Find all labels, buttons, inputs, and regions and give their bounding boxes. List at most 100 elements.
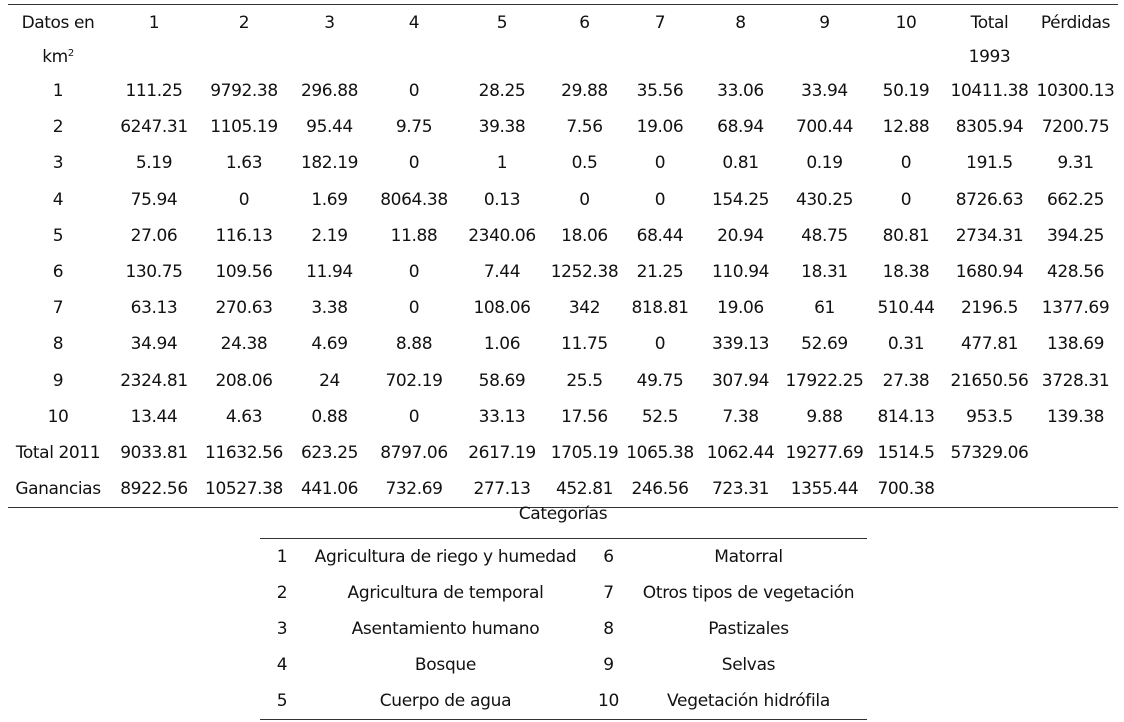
legend-row: 1 Agricultura de riego y humedad 6 Matorral xyxy=(260,539,867,576)
table-cell: 662.25 xyxy=(1046,189,1105,210)
table-cell: 4.69 xyxy=(311,334,348,355)
table-cell: 10300.13 xyxy=(1036,81,1115,102)
col-header: 10 xyxy=(866,4,946,41)
table-cell: 428.56 xyxy=(1046,262,1105,283)
category-name: Agricultura de temporal xyxy=(347,583,544,603)
table-cell: 109.56 xyxy=(215,262,273,283)
total-1993-header: Total xyxy=(946,4,1033,41)
table-cell: 19.06 xyxy=(636,117,684,138)
table-cell: 700.44 xyxy=(795,117,854,138)
table-cell: 623.25 xyxy=(300,442,359,463)
table-cell xyxy=(1033,471,1118,509)
category-name: Matorral xyxy=(714,547,783,567)
table-cell: 0 xyxy=(408,406,420,427)
row-label: 2 xyxy=(52,117,64,138)
table-cell: 24 xyxy=(319,370,340,391)
table-cell: 49.75 xyxy=(636,370,684,391)
table-cell: 818.81 xyxy=(631,298,689,319)
table-cell: 110.94 xyxy=(711,262,770,283)
table-cell: 5.19 xyxy=(135,153,173,174)
table-cell: 9.88 xyxy=(806,406,843,427)
table-cell: 24.38 xyxy=(220,334,268,355)
col-header: 8 xyxy=(698,4,783,41)
legend-row: 3 Asentamiento humano 8 Pastizales xyxy=(260,611,867,647)
table-cell: 48.75 xyxy=(801,225,848,246)
table-cell: 9.31 xyxy=(1057,153,1094,174)
table-row: Total 2011 9033.81 11632.56 623.25 8797.06 26… xyxy=(8,435,1118,471)
row-label: 10 xyxy=(47,406,69,427)
table-cell: 0 xyxy=(654,189,666,210)
table-cell: 342 xyxy=(568,298,601,319)
col-header: 6 xyxy=(547,4,622,41)
table-cell: 0.19 xyxy=(806,153,843,174)
table-cell: 95.44 xyxy=(306,117,353,138)
category-number: 10 xyxy=(597,691,620,711)
table-cell: 307.94 xyxy=(711,370,770,391)
table-cell: 7.44 xyxy=(483,262,521,283)
table-cell: 246.56 xyxy=(622,471,698,509)
table-cell: 7.38 xyxy=(722,406,759,427)
category-name: Cuerpo de agua xyxy=(379,691,512,711)
table-cell: 27.38 xyxy=(882,370,930,391)
corner-header: Datos en xyxy=(8,4,108,41)
table-cell: 1252.38 xyxy=(550,262,619,283)
table-cell: 732.69 xyxy=(371,471,457,509)
row-label: 9 xyxy=(52,370,64,391)
table-row: 6 130.75 109.56 11.94 0 7.44 1252.38 21.25 110.9… xyxy=(8,254,1118,290)
legend-row: 2 Agricultura de temporal 7 Otros tipos de … xyxy=(260,575,867,611)
matrix-body: 1 111.25 9792.38 296.88 0 28.25 29.88 35.56 33.0… xyxy=(8,73,1118,509)
table-cell: 296.88 xyxy=(300,81,359,102)
table-cell: 13.44 xyxy=(130,406,178,427)
table-cell: 68.94 xyxy=(717,117,764,138)
table-cell: 111.25 xyxy=(125,81,183,102)
row-label: Ganancias xyxy=(8,471,108,509)
table-cell: 50.19 xyxy=(882,81,930,102)
col-header: 2 xyxy=(200,4,288,41)
table-cell: 116.13 xyxy=(215,225,273,246)
table-cell: 18.38 xyxy=(882,262,930,283)
table-cell: 9033.81 xyxy=(120,442,188,463)
table-cell: 39.38 xyxy=(478,117,526,138)
table-cell: 28.25 xyxy=(478,81,526,102)
table-cell: 52.69 xyxy=(801,334,848,355)
corner-unit: km2 xyxy=(42,47,74,67)
category-legend-table: 1 Agricultura de riego y humedad 6 Matorral… xyxy=(260,538,867,720)
table-cell: 35.56 xyxy=(636,81,684,102)
table-cell: 394.25 xyxy=(1046,225,1105,246)
table-cell: 138.69 xyxy=(1046,334,1105,355)
table-cell: 29.88 xyxy=(561,81,608,102)
category-number: 2 xyxy=(276,583,288,603)
table-cell: 182.19 xyxy=(300,153,359,174)
table-cell: 11.88 xyxy=(390,225,438,246)
table-cell: 441.06 xyxy=(288,471,371,509)
table-cell: 58.69 xyxy=(478,370,526,391)
table-cell: 814.13 xyxy=(877,406,935,427)
table-cell: 1377.69 xyxy=(1041,298,1110,319)
row-label: 4 xyxy=(52,189,64,210)
col-header: 4 xyxy=(371,4,457,41)
table-cell: 11632.56 xyxy=(205,442,283,463)
table-cell: 1680.94 xyxy=(955,262,1024,283)
table-cell: 7.56 xyxy=(566,117,603,138)
category-number: 3 xyxy=(276,619,288,639)
table-cell: 0 xyxy=(238,189,250,210)
table-cell: 0 xyxy=(654,153,666,174)
table-cell: 6247.31 xyxy=(120,117,188,138)
header-row-2: km2 1993 xyxy=(8,41,1118,73)
table-cell: 68.44 xyxy=(636,225,684,246)
table-cell: 0 xyxy=(900,153,912,174)
table-cell: 57329.06 xyxy=(950,442,1029,463)
table-cell: 0 xyxy=(408,298,420,319)
table-cell: 0.81 xyxy=(722,153,759,174)
table-cell xyxy=(1033,435,1118,471)
table-cell: 1514.5 xyxy=(877,442,935,463)
table-cell: 9792.38 xyxy=(210,81,278,102)
row-label: 1 xyxy=(52,81,64,102)
table-cell: 510.44 xyxy=(877,298,935,319)
category-number: 1 xyxy=(276,547,288,567)
table-row: 10 13.44 4.63 0.88 0 33.13 17.56 52.5 7.38 9.88 81… xyxy=(8,399,1118,435)
category-name: Agricultura de riego y humedad xyxy=(314,547,577,567)
table-row: 7 63.13 270.63 3.38 0 108.06 342 818.81 19.06 61 5… xyxy=(8,290,1118,326)
legend-row: 4 Bosque 9 Selvas xyxy=(260,647,867,683)
table-cell: 2196.5 xyxy=(960,298,1019,319)
